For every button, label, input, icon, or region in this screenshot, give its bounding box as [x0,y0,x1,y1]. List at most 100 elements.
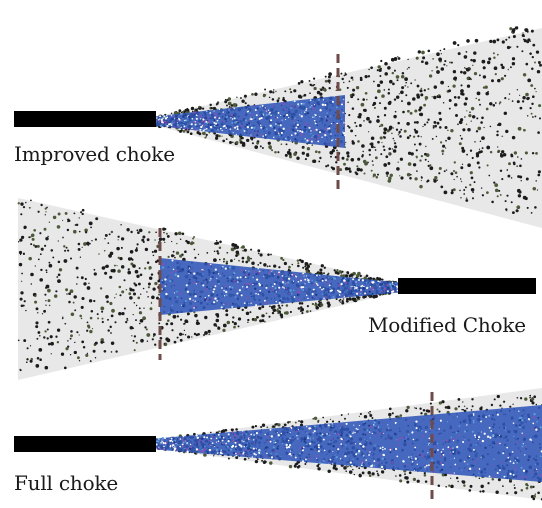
pellet [69,354,72,356]
pellet [456,416,458,418]
pellet [171,259,174,262]
pellet [302,95,304,97]
pellet [200,118,202,120]
pellet [379,136,383,140]
pellet [397,438,400,442]
pellet [224,98,227,101]
pellet [428,441,431,444]
pellet [407,58,409,61]
pellet [235,428,238,431]
pellet [248,449,250,452]
pellet [453,103,458,107]
pellet [213,119,216,122]
pellet [368,424,371,427]
pellet [337,289,339,292]
pellet [324,75,327,78]
pellet [109,275,113,279]
pellet [306,310,309,313]
pellet [357,98,360,101]
pellet [69,289,74,294]
pellet [188,278,191,281]
pellet [532,416,536,419]
pellet [450,448,453,450]
pellet [521,33,525,38]
pellet [513,151,518,155]
pellet [398,93,401,95]
pellet [360,102,365,107]
pellet [237,317,242,321]
pellet [244,102,247,105]
pellet [460,137,463,140]
pellet [213,288,216,291]
pellet [440,141,443,144]
pellet [163,343,166,345]
pellet [234,296,237,298]
pellet [341,156,345,160]
pellet [292,100,295,103]
pellet [163,115,166,118]
pellet [439,126,442,129]
pellet [499,469,501,471]
pellet [516,89,519,91]
pellet [265,122,267,124]
pellet [315,128,318,131]
pellet [61,317,64,320]
pellet [233,279,236,282]
pellet [334,462,337,465]
pellet [429,164,432,167]
pellet [355,292,359,295]
pellet [23,226,27,230]
pellet [303,438,307,441]
pellet [271,311,275,315]
pellet [83,242,87,246]
pellet [326,136,328,139]
pellet [179,445,182,448]
pellet [361,144,365,148]
pellet [372,173,377,177]
pellet [508,162,511,166]
pellet [281,119,284,122]
pellet [202,446,204,448]
pellet [267,435,270,438]
pellet [30,283,33,285]
pellet [232,436,234,439]
pellet [236,276,239,279]
pellet [49,335,53,339]
pellet [252,447,255,450]
pellet [309,92,311,94]
pellet [273,136,275,139]
pellet [364,287,366,290]
pellet [246,454,248,457]
pellet [524,444,526,447]
pellet [267,271,270,274]
pellet [319,109,322,112]
pellet [359,442,362,445]
pellet [159,437,161,440]
pellet [36,337,39,340]
pellet [368,120,372,124]
pellet [340,434,343,437]
pellet [194,295,197,298]
pellet [40,268,43,272]
pellet [345,422,348,425]
pellet [238,452,242,455]
pellet [502,485,504,487]
pellet [312,437,315,439]
pellet [251,92,254,96]
pellet [466,39,470,43]
pellet [311,296,314,299]
pellet [245,296,248,299]
pellet [402,460,405,463]
pellet [405,81,408,84]
pellet [478,436,481,439]
pellet [146,238,150,242]
pellet [22,205,26,209]
pellet [173,121,175,124]
pellet [526,206,529,209]
pellet [165,338,169,341]
pellet [494,183,499,187]
pellet [64,249,67,252]
pellet [185,284,188,287]
pellet [141,238,145,242]
pellet [516,165,519,168]
